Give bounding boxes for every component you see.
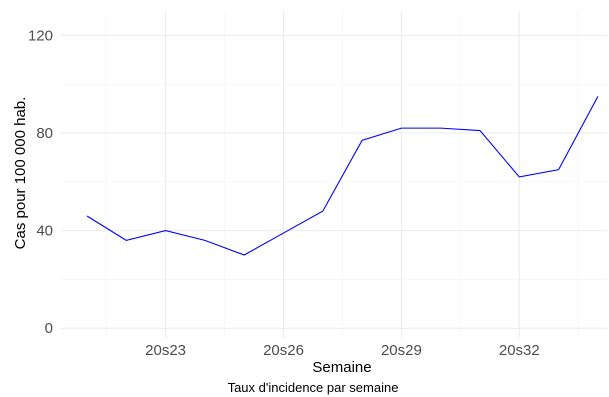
grid [61,11,607,338]
y-tick-label-0: 0 [45,320,53,337]
x-tick-label-20s23: 20s23 [145,342,186,359]
y-axis-title: Cas pour 100 000 hab. [12,97,29,250]
chart-caption: Taux d'incidence par semaine [228,380,399,395]
series-line-0 [86,96,599,256]
x-tick-label-20s26: 20s26 [263,342,304,359]
x-tick-label-20s32: 20s32 [499,342,540,359]
y-tick-label-80: 80 [36,125,53,142]
y-axis: 0 40 80 120 [28,27,53,337]
series-layer [86,96,599,256]
x-axis-title: Semaine [312,359,371,376]
y-tick-label-40: 40 [36,223,53,240]
y-tick-label-120: 120 [28,27,53,44]
x-axis: 20s23 20s26 20s29 20s32 [145,342,540,359]
x-tick-label-20s29: 20s29 [381,342,422,359]
